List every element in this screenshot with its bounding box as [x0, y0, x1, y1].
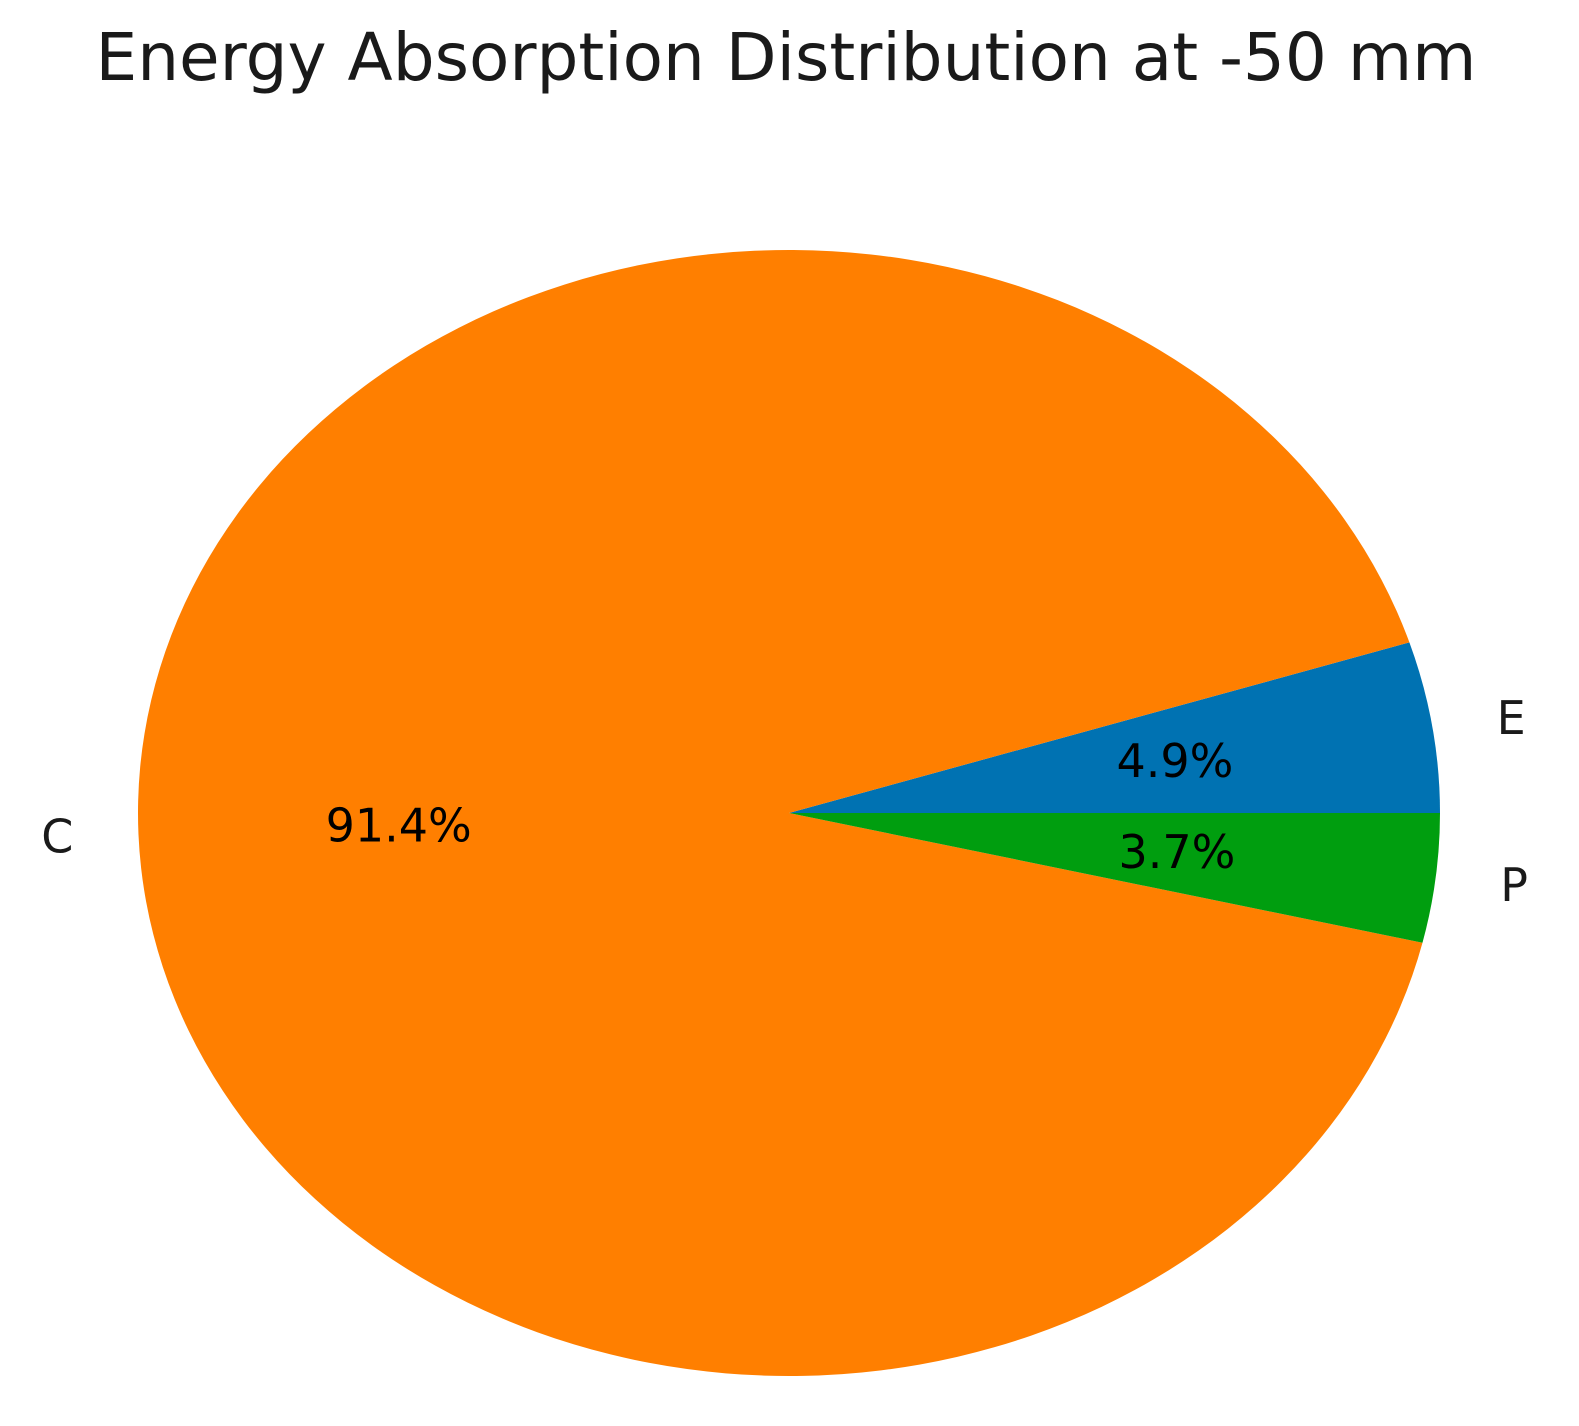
pie-slice-e — [789, 642, 1440, 813]
slice-label-p: P — [1500, 858, 1528, 912]
pie-labels: E 4.9% C 91.4% P 3.7% — [41, 691, 1528, 912]
slice-label-e: E — [1497, 691, 1526, 745]
chart-title: Energy Absorption Distribution at -50 mm — [96, 19, 1477, 96]
slice-label-c: C — [41, 809, 73, 863]
pct-label-c: 91.4% — [326, 799, 472, 853]
pie-slices — [137, 249, 1440, 1376]
pct-label-e: 4.9% — [1117, 734, 1234, 788]
pct-label-p: 3.7% — [1119, 825, 1236, 879]
pie-slice-p — [789, 813, 1440, 943]
pie-slice-c — [137, 249, 1423, 1376]
